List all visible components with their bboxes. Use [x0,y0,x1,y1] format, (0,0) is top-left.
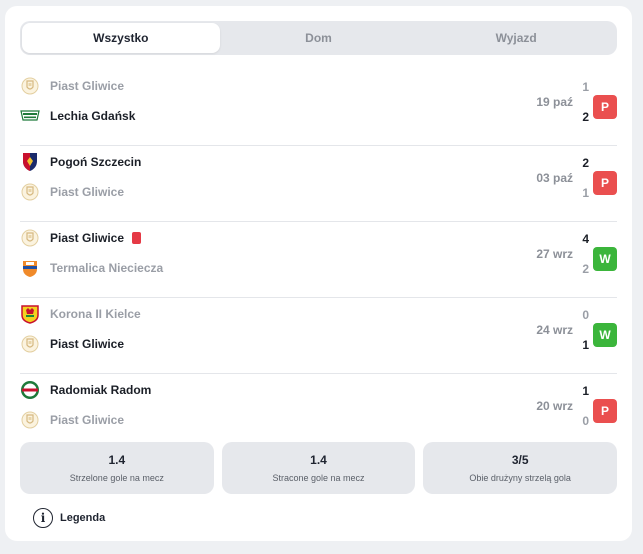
team-name: Lechia Gdańsk [50,109,136,123]
match-row[interactable]: Radomiak Radom 1 Piast Gliwice 0 20 wrz P [20,374,617,450]
home-team: Piast Gliwice [20,75,124,97]
piast-gliwice-crest [20,410,40,430]
match-date: 27 wrz [536,247,573,261]
away-score: 1 [582,338,589,352]
stat-label: Strzelone gole na mecz [69,473,164,483]
result-badge: W [593,247,617,271]
away-score: 1 [582,186,589,200]
match-date: 19 paź [536,95,573,109]
stat-value: 1.4 [310,453,327,467]
match-date: 03 paź [536,171,573,185]
piast-gliwice-crest [20,334,40,354]
team-name: Korona II Kielce [50,307,141,321]
away-score: 2 [582,110,589,124]
match-row[interactable]: Pogoń Szczecin 2 Piast Gliwice 1 03 paź P [20,146,617,222]
stat-label: Obie drużyny strzelą gola [469,473,571,483]
stat-value: 1.4 [108,453,126,467]
termalica-nieciecza-crest [20,258,40,278]
result-badge: P [593,171,617,195]
red-card-icon [132,232,142,244]
tab-away[interactable]: Wyjazd [495,31,537,45]
home-score: 0 [582,308,589,322]
tab-all[interactable]: Wszystko [22,23,220,53]
home-score: 1 [582,384,589,398]
piast-gliwice-crest [20,76,40,96]
radomiak-radom-crest [20,380,40,400]
team-name: Piast Gliwice [50,413,125,427]
piast-gliwice-crest [20,182,40,202]
match-row[interactable]: Korona II Kielce 0 Piast Gliwice 1 24 wrz W [20,298,617,374]
match-row[interactable]: Piast Gliwice 4 Termalica Nieciecza 2 27 wrz… [20,222,617,298]
away-team: Piast Gliwice [20,333,124,355]
stat-goals-scored: 1.4 Strzelone gole na mecz [20,442,214,494]
match-list: Piast Gliwice 1 Lechia Gdańsk 2 19 paź P Pogoń… [20,70,617,450]
info-icon: i [33,508,53,528]
team-name: Piast Gliwice [50,337,125,351]
away-score: 0 [582,414,589,428]
match-date: 20 wrz [536,399,573,413]
legend-button[interactable]: i Legenda [33,508,105,528]
home-score: 2 [582,156,589,170]
team-name: Piast Gliwice [50,231,125,245]
result-badge: W [593,323,617,347]
result-badge: P [593,399,617,423]
venue-tabs: Wszystko Dom Wyjazd [20,21,617,55]
home-team: Radomiak Radom [20,379,151,401]
pogon-szczecin-crest [20,152,40,172]
tab-home[interactable]: Dom [305,31,332,45]
stat-value: 3/5 [511,453,529,467]
stats-row: 1.4 Strzelone gole na mecz 1.4 Stracone … [20,442,618,494]
team-name: Termalica Nieciecza [50,261,164,275]
match-date: 24 wrz [536,323,573,337]
team-name: Radomiak Radom [50,383,152,397]
form-card: Wszystko Dom Wyjazd Piast Gliwice 1 Lechia… [5,6,632,541]
match-row[interactable]: Piast Gliwice 1 Lechia Gdańsk 2 19 paź P [20,70,617,146]
away-team: Lechia Gdańsk [20,105,135,127]
home-team: Piast Gliwice [20,227,142,249]
result-badge: P [593,95,617,119]
home-score: 4 [582,232,589,246]
home-team: Korona II Kielce [20,303,141,325]
legend-label: Legenda [60,512,106,524]
away-team: Piast Gliwice [20,409,124,431]
home-team: Pogoń Szczecin [20,151,141,173]
lechia-gdansk-crest [20,106,40,126]
stat-label: Stracone gole na mecz [272,473,365,483]
away-score: 2 [582,262,589,276]
team-name: Piast Gliwice [50,79,125,93]
stat-goals-conceded: 1.4 Stracone gole na mecz [221,442,416,494]
korona-kielce-crest [20,304,40,324]
team-name: Pogoń Szczecin [50,155,142,169]
away-team: Termalica Nieciecza [20,257,163,279]
home-score: 1 [582,80,589,94]
piast-gliwice-crest [20,228,40,248]
stat-both-teams-scored: 3/5 Obie drużyny strzelą gola [423,442,618,494]
away-team: Piast Gliwice [20,181,124,203]
team-name: Piast Gliwice [50,185,125,199]
